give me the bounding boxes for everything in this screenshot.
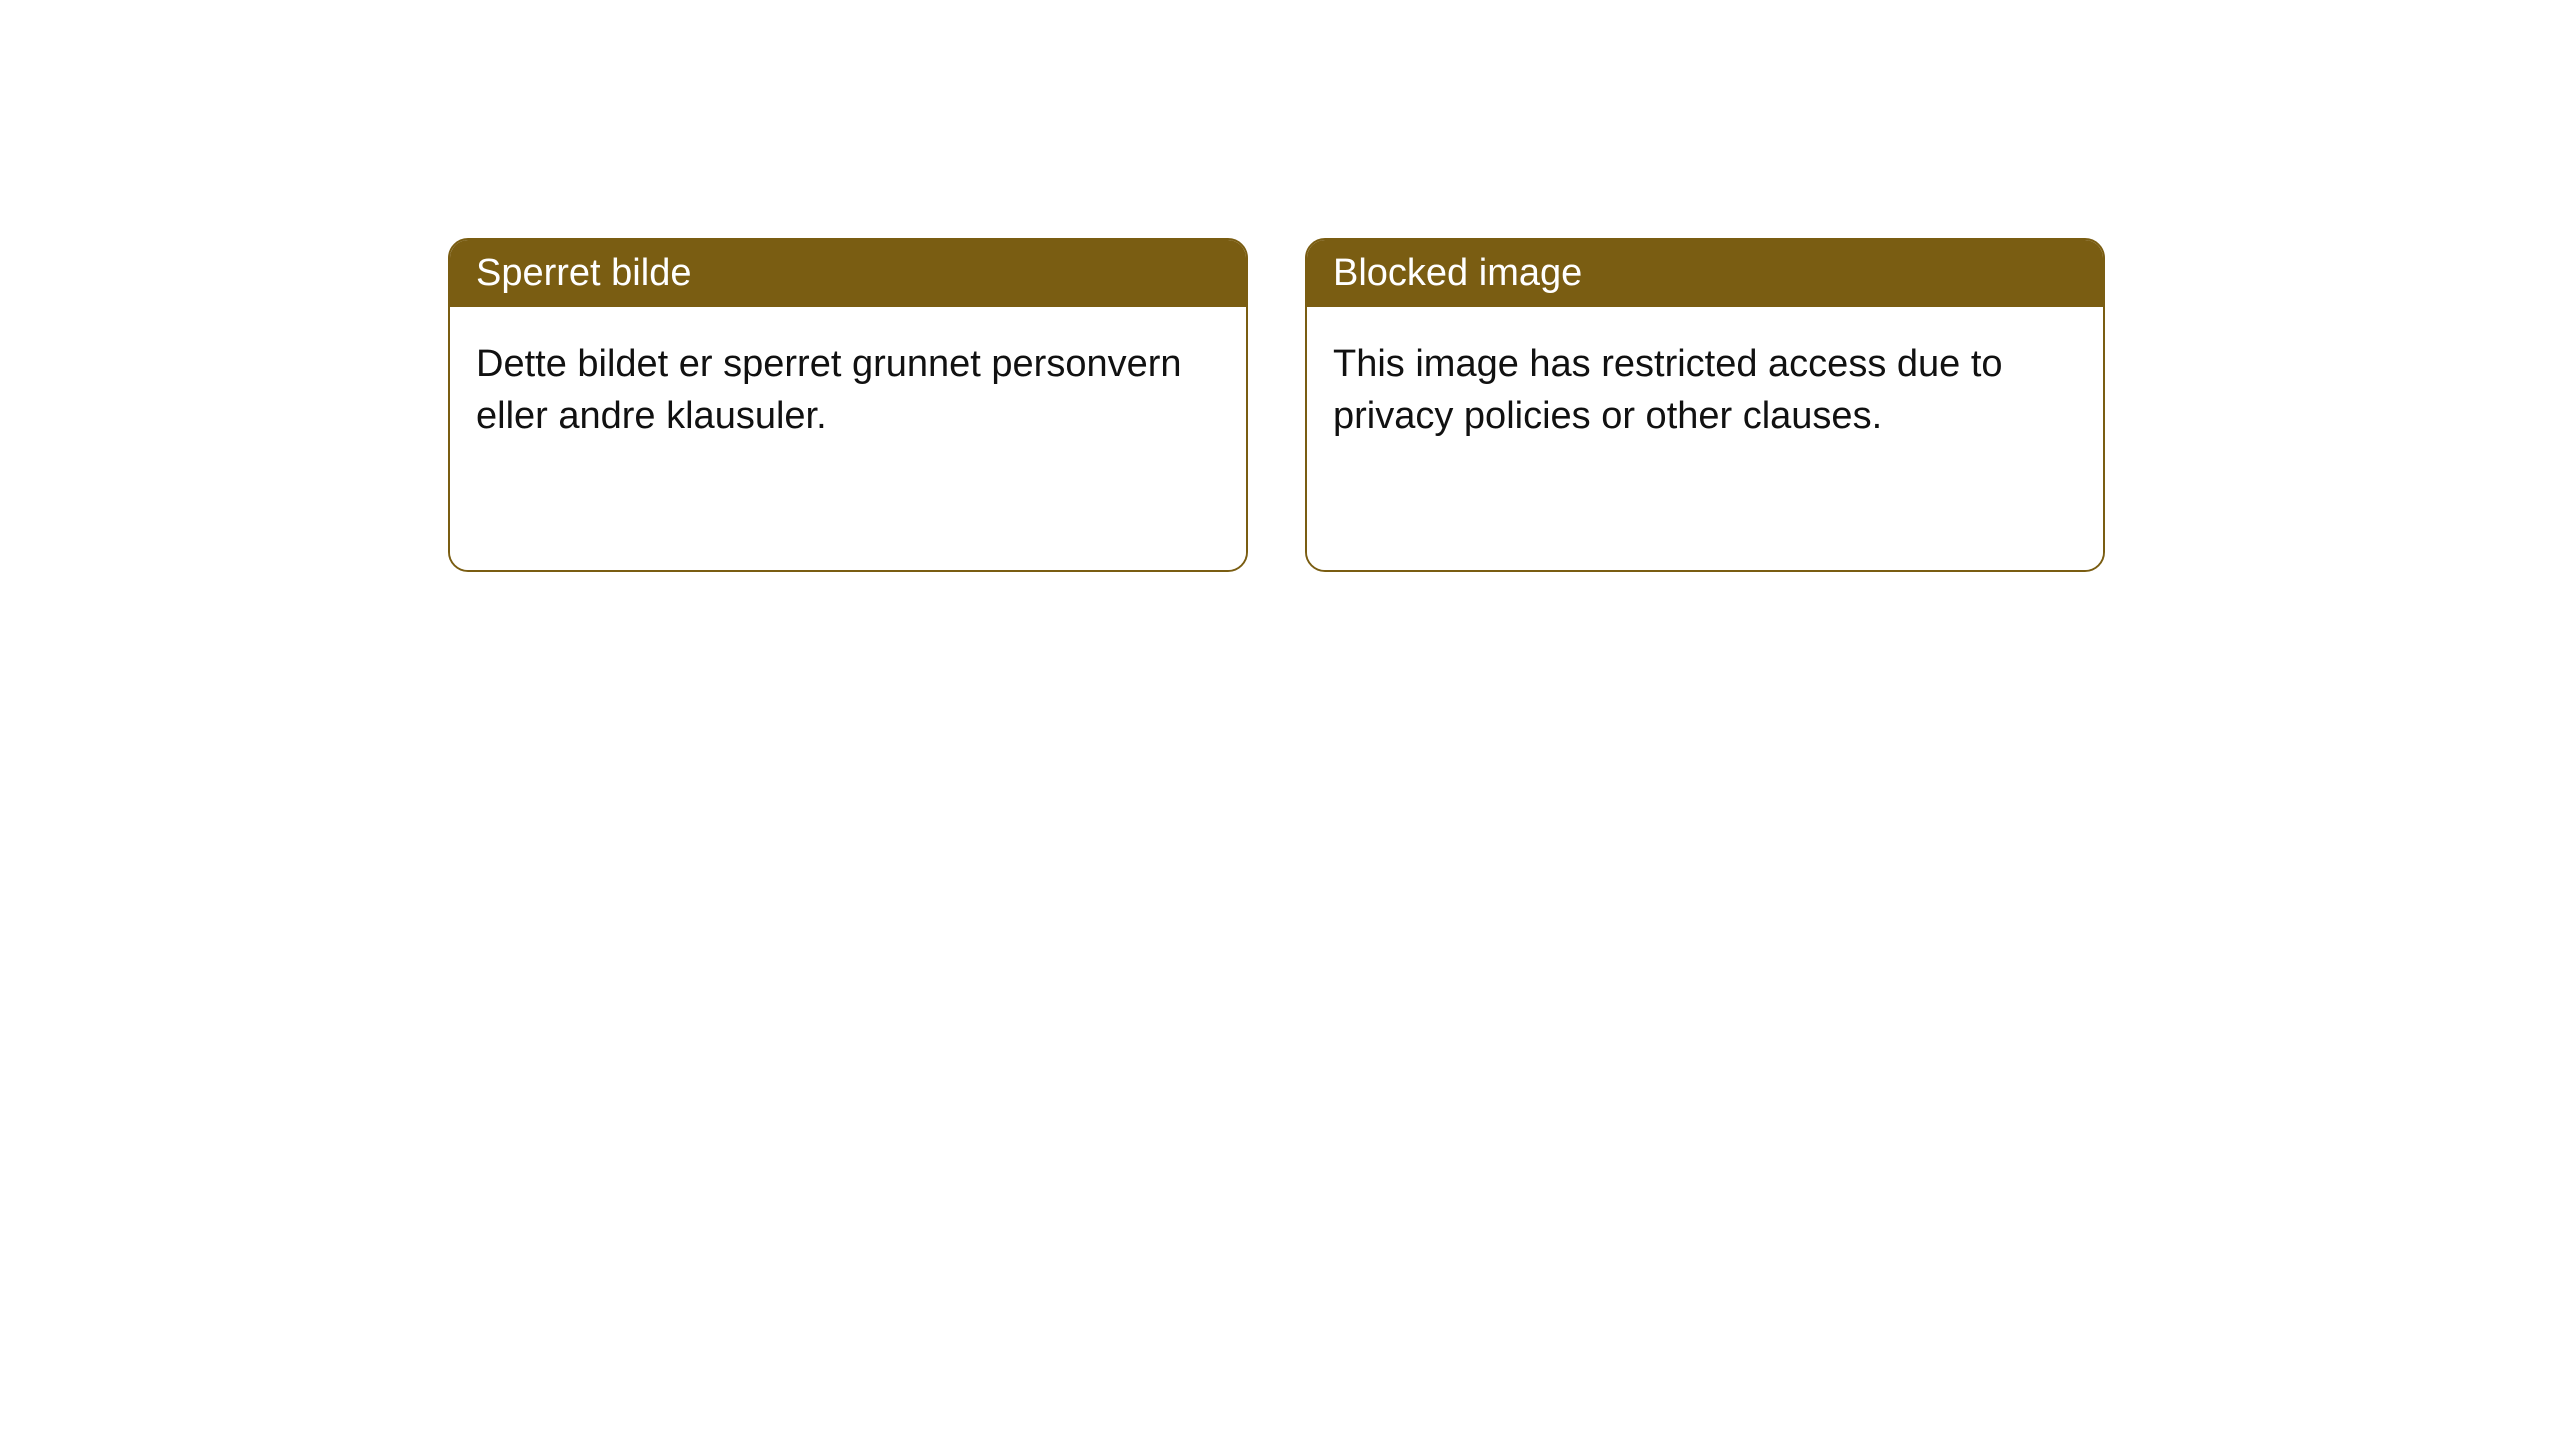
card-header-text: Blocked image (1333, 252, 1582, 294)
card-header: Blocked image (1307, 240, 2103, 307)
card-body: Dette bildet er sperret grunnet personve… (450, 307, 1246, 570)
notice-card-english: Blocked image This image has restricted … (1305, 238, 2105, 572)
notice-card-norwegian: Sperret bilde Dette bildet er sperret gr… (448, 238, 1248, 572)
card-body-text: This image has restricted access due to … (1333, 339, 2077, 442)
notice-cards-container: Sperret bilde Dette bildet er sperret gr… (448, 238, 2105, 572)
card-header-text: Sperret bilde (476, 252, 691, 294)
card-body: This image has restricted access due to … (1307, 307, 2103, 570)
card-body-text: Dette bildet er sperret grunnet personve… (476, 339, 1220, 442)
card-header: Sperret bilde (450, 240, 1246, 307)
